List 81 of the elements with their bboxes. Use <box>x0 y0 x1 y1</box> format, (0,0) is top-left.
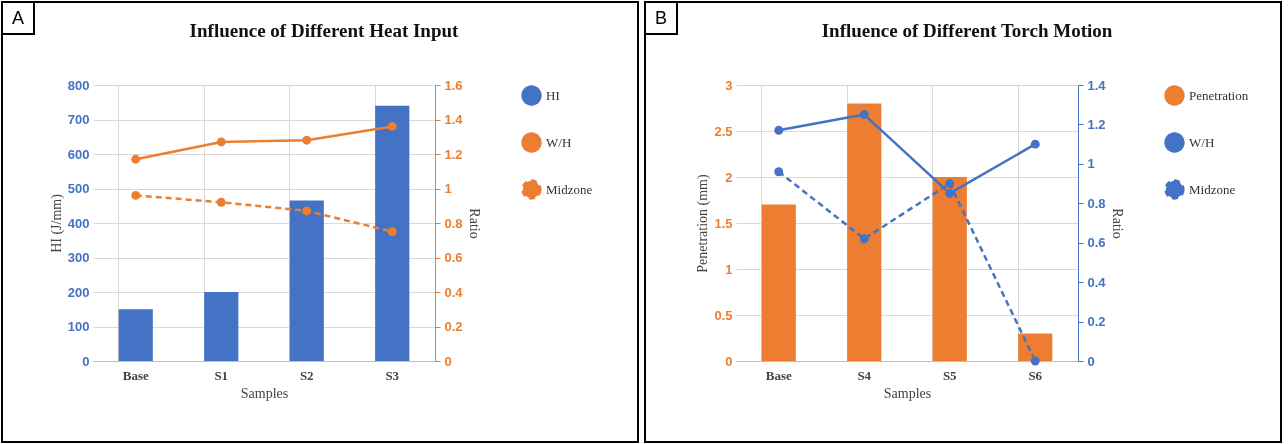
point <box>859 234 869 244</box>
y2-axis-title: Ratio <box>1109 208 1125 239</box>
bar <box>375 105 410 361</box>
y-tick-label: 3 <box>725 77 733 93</box>
point <box>945 179 955 189</box>
bar <box>847 103 882 361</box>
x-tick-label: S1 <box>214 367 229 383</box>
y2-axis-title: Ratio <box>466 208 482 239</box>
y2-tick-label: 0 <box>1087 353 1095 369</box>
y2-tick-label: 0.8 <box>444 215 463 231</box>
y-tick-label: 2 <box>725 169 733 185</box>
bar <box>289 200 324 361</box>
y2-tick-label: 0.8 <box>1087 195 1106 211</box>
y2-tick-label: 1.6 <box>444 77 463 93</box>
point <box>131 190 141 200</box>
y2-tick-label: 0.6 <box>1087 235 1106 251</box>
legend-label: Midzone <box>546 181 593 197</box>
point <box>1030 356 1040 366</box>
y2-tick-label: 1 <box>1087 156 1095 172</box>
y-tick-label: 600 <box>67 146 90 162</box>
x-tick-label: S4 <box>857 367 872 383</box>
y-tick-label: 300 <box>67 250 90 265</box>
y-tick-label: 500 <box>67 181 90 196</box>
point <box>1030 139 1040 149</box>
y-axis-title: Penetration (mm) <box>695 173 712 273</box>
point <box>302 135 312 145</box>
point <box>774 125 784 135</box>
y-tick-label: 700 <box>67 112 90 127</box>
y2-tick-label: 0.6 <box>444 250 463 265</box>
x-axis-title: Samples <box>883 385 932 401</box>
bar <box>761 204 796 361</box>
y-tick-label: 400 <box>67 215 90 231</box>
x-tick-label: S6 <box>1028 367 1043 383</box>
y2-tick-label: 0.2 <box>444 319 463 334</box>
chart-title: Influence of Different Heat Input <box>189 20 460 41</box>
point <box>216 197 226 207</box>
y-tick-label: 0 <box>725 353 733 369</box>
y-axis-title: HI (J/mm) <box>48 193 65 253</box>
y-tick-label: 1 <box>725 261 733 277</box>
point <box>387 121 397 131</box>
legend-label: Midzone <box>1189 181 1236 197</box>
y2-tick-label: 1.2 <box>1087 116 1106 132</box>
x-tick-label: Base <box>765 367 792 383</box>
legend-label: W/H <box>1189 134 1215 150</box>
y-tick-label: 0 <box>82 353 90 369</box>
y2-tick-label: 0.4 <box>444 284 464 300</box>
legend-label: HI <box>546 87 560 103</box>
y2-tick-label: 0.4 <box>1087 274 1107 290</box>
y-tick-label: 2.5 <box>714 123 733 139</box>
bar <box>1018 333 1053 361</box>
x-tick-label: S2 <box>299 367 314 383</box>
x-tick-label: Base <box>122 367 149 383</box>
chart-title: Influence of Different Torch Motion <box>821 20 1113 41</box>
bar <box>204 292 239 361</box>
point <box>859 110 869 120</box>
y-tick-label: 100 <box>67 319 90 334</box>
y-tick-label: 1.5 <box>714 215 733 231</box>
bar <box>932 177 967 361</box>
y-tick-label: 200 <box>67 284 90 300</box>
text: A <box>3 3 35 35</box>
y2-tick-label: 0.2 <box>1087 314 1106 330</box>
y2-tick-label: 1 <box>444 181 452 196</box>
y2-tick-label: 0 <box>444 353 452 369</box>
x-axis-title: Samples <box>240 385 289 401</box>
x-tick-label: S5 <box>942 367 958 383</box>
text: B <box>646 3 678 35</box>
y2-tick-label: 1.4 <box>1087 77 1107 93</box>
point <box>302 206 312 216</box>
point <box>216 137 226 147</box>
x-tick-label: S3 <box>385 367 400 383</box>
y2-tick-label: 1.4 <box>444 112 464 127</box>
point <box>945 188 955 198</box>
legend-label: Penetration <box>1189 87 1249 103</box>
bar <box>118 309 153 361</box>
y2-tick-label: 1.2 <box>444 146 463 162</box>
point <box>774 167 784 177</box>
y-tick-label: 0.5 <box>714 307 733 323</box>
point <box>131 154 141 164</box>
point <box>387 227 397 237</box>
legend-label: W/H <box>546 134 572 150</box>
y-tick-label: 800 <box>67 77 90 93</box>
